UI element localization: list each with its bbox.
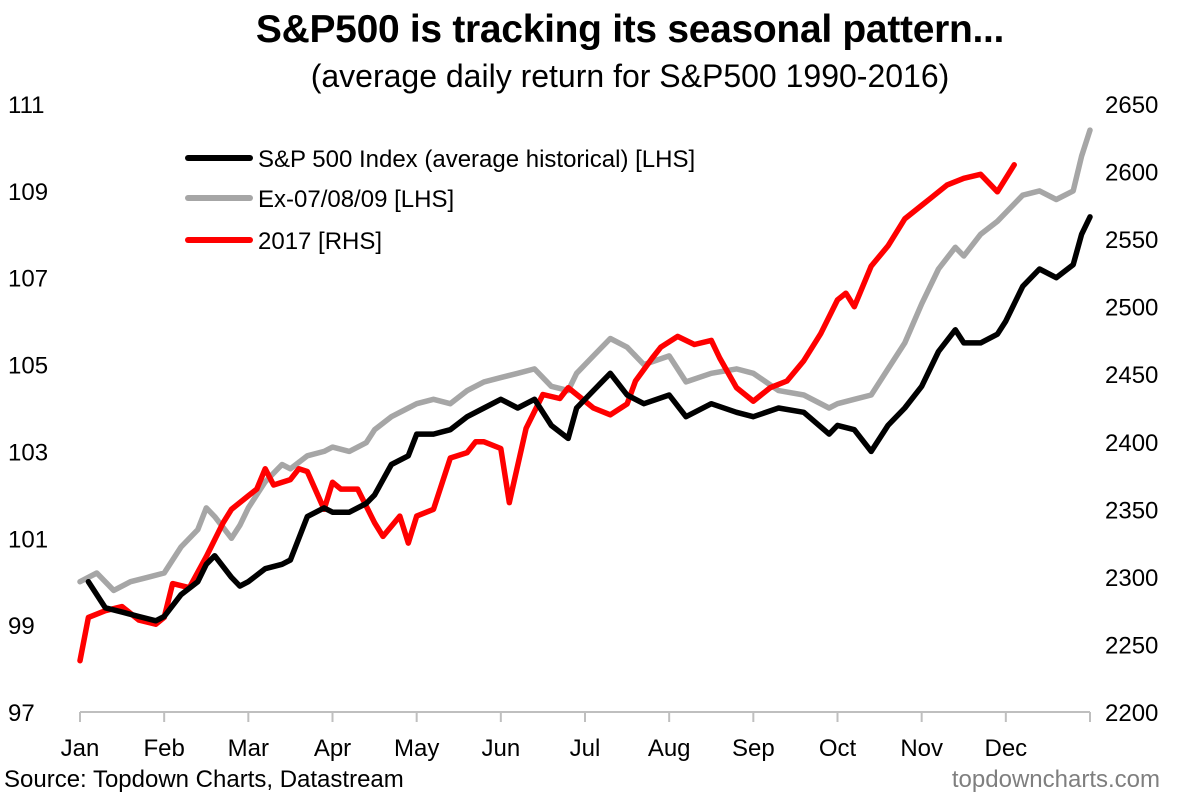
y-right-tick-label: 2350 <box>1105 497 1158 524</box>
y-right-tick-label: 2400 <box>1105 430 1158 457</box>
x-tick-label-jul: Jul <box>570 735 601 762</box>
brand-watermark: topdowncharts.com <box>951 766 1160 793</box>
y-left-tick-label: 97 <box>8 700 35 727</box>
series-line-1 <box>77 127 1093 594</box>
y-left-tick-label: 105 <box>8 353 48 380</box>
x-tick-label-aug: Aug <box>648 735 691 762</box>
y-right-tick-label: 2500 <box>1105 295 1158 322</box>
y-right-tick-label: 2550 <box>1105 227 1158 254</box>
y-left-tick-label: 107 <box>8 266 48 293</box>
series-group <box>77 127 1093 664</box>
y-right-tick-label: 2650 <box>1105 92 1158 119</box>
y-left-tick-label: 109 <box>8 179 48 206</box>
source-note: Source: Topdown Charts, Datastream <box>4 766 404 793</box>
series-line-0 <box>85 214 1093 624</box>
legend-label-2: 2017 [RHS] <box>258 228 382 255</box>
y-right-tick-label: 2450 <box>1105 362 1158 389</box>
x-tick-label-feb: Feb <box>143 735 184 762</box>
series-line-2 <box>77 162 1017 664</box>
chart-subtitle: (average daily return for S&P500 1990-20… <box>310 58 950 94</box>
y-left-tick-label: 101 <box>8 526 48 553</box>
y-left-tick-label: 103 <box>8 439 48 466</box>
chart-title: S&P500 is tracking its seasonal pattern.… <box>255 8 1005 51</box>
y-right-tick-label: 2250 <box>1105 632 1158 659</box>
y-left-tick-label: 99 <box>8 613 35 640</box>
y-right-tick-label: 2300 <box>1105 565 1158 592</box>
x-tick-label-jun: Jun <box>481 735 520 762</box>
legend-label-0: S&P 500 Index (average historical) [LHS] <box>258 146 695 173</box>
x-tick-label-dec: Dec <box>984 735 1027 762</box>
x-tick-label-apr: Apr <box>314 735 351 762</box>
y-right-tick-label: 2600 <box>1105 160 1158 187</box>
legend: S&P 500 Index (average historical) [LHS]… <box>185 146 695 255</box>
y-left-tick-label: 111 <box>8 92 44 119</box>
x-tick-label-sep: Sep <box>732 735 775 762</box>
x-tick-label-mar: Mar <box>228 735 269 762</box>
x-tick-label-jan: Jan <box>61 735 100 762</box>
x-tick-label-nov: Nov <box>900 735 943 762</box>
x-tick-label-oct: Oct <box>819 735 857 762</box>
y-right-tick-label: 2200 <box>1105 700 1158 727</box>
legend-label-1: Ex-07/08/09 [LHS] <box>258 186 454 213</box>
x-tick-label-may: May <box>394 735 439 762</box>
axes: Jan Feb Mar Apr May Jun Jul Aug Sep Oct Nov Dec 97 99… <box>8 92 1158 762</box>
